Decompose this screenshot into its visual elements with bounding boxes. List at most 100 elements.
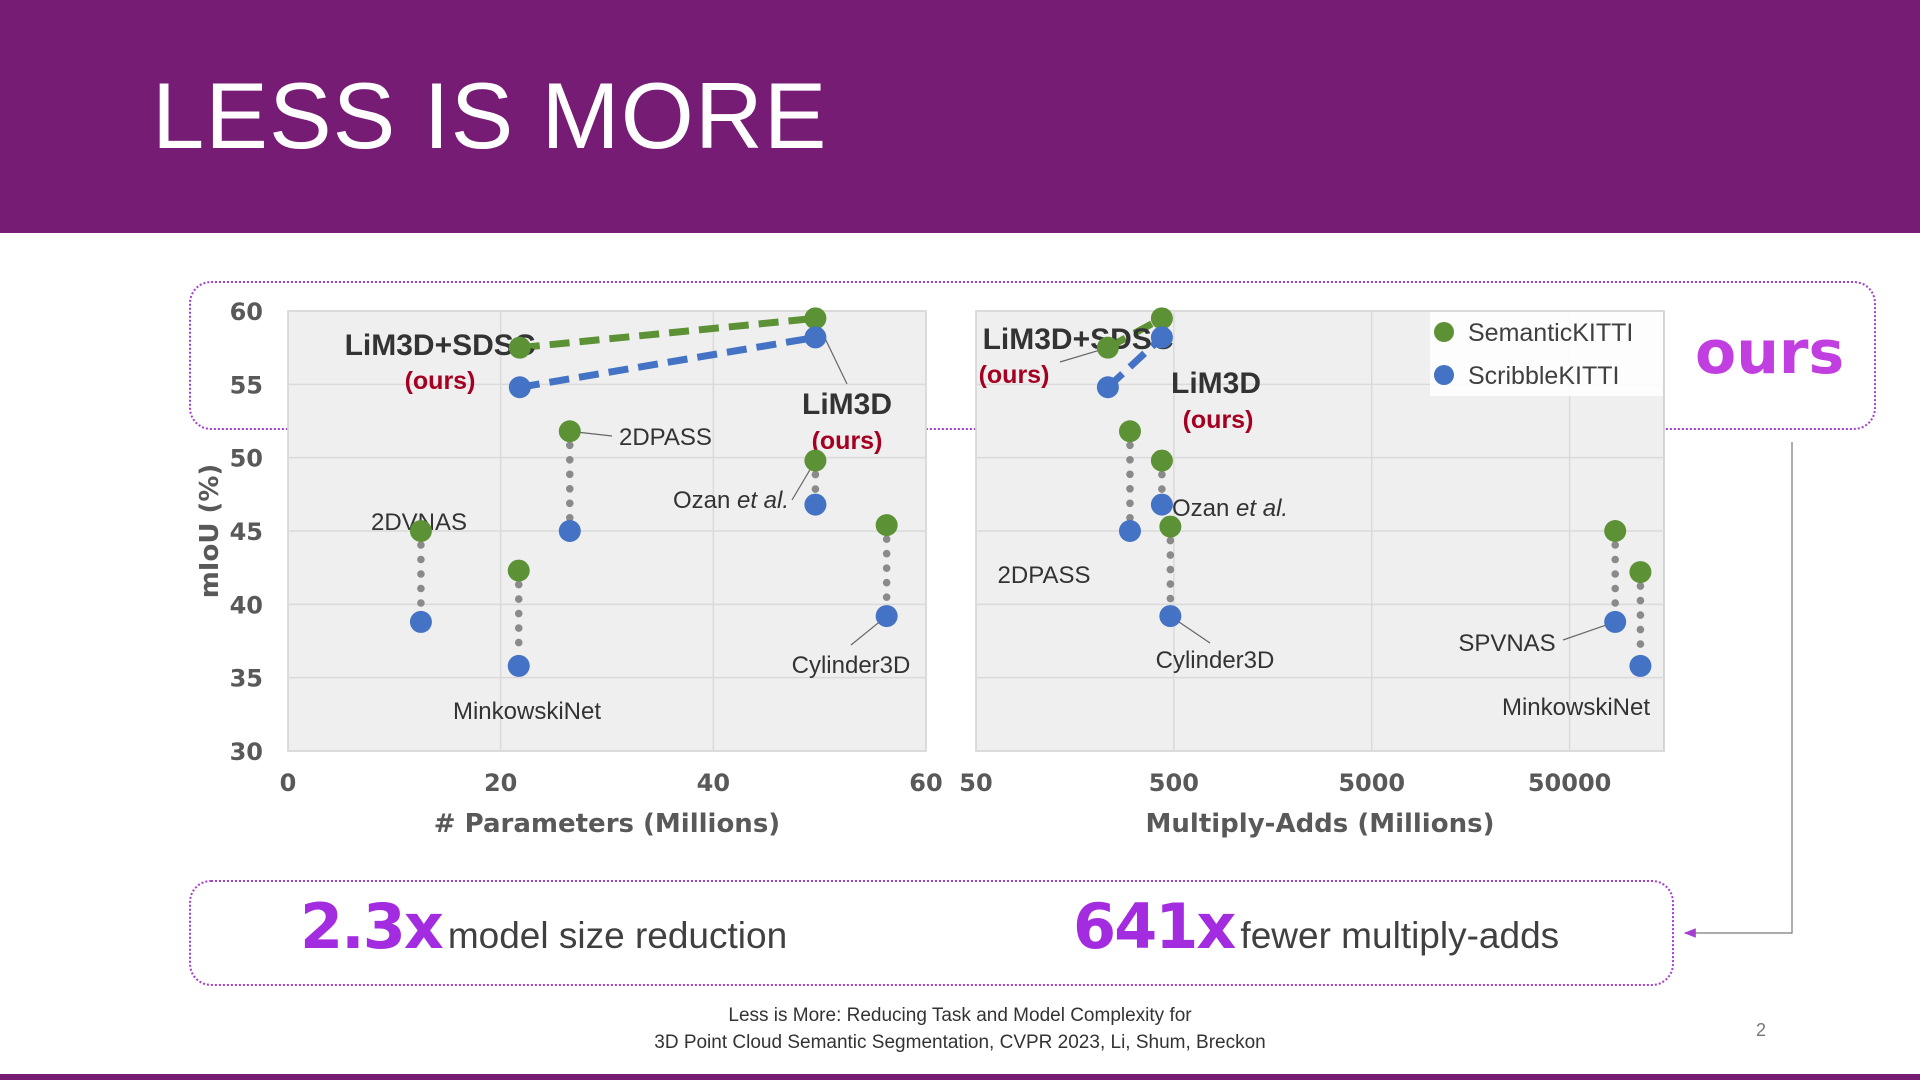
citation-line-2: 3D Point Cloud Semantic Segmentation, CV… bbox=[654, 1032, 1266, 1053]
legend-semantic-label: SemanticKITTI bbox=[1468, 319, 1633, 347]
madds-connector-dot-minkowskinet bbox=[1636, 611, 1645, 619]
params-connector-dot-cylinder3d bbox=[882, 549, 891, 558]
params-ytick-label: 60 bbox=[230, 298, 263, 326]
params-point-semantic-2dvnas bbox=[409, 520, 432, 542]
params-connector-dot-minkowskinet bbox=[514, 595, 523, 603]
madds-xtick-label: 50000 bbox=[1528, 769, 1612, 797]
params-connector-dot-cylinder3d bbox=[882, 593, 891, 601]
params-label-minkowskinet: MinkowskiNet bbox=[453, 698, 601, 725]
params-connector-dot-minkowskinet bbox=[514, 624, 523, 632]
madds-label-2dpass: 2DPASS bbox=[998, 562, 1091, 589]
params-connector-dot-2dpass bbox=[565, 470, 574, 479]
stat-madds-value: 641x bbox=[1073, 890, 1236, 963]
legend-box bbox=[1430, 312, 1663, 396]
params-point-scribble-lim3d bbox=[804, 326, 827, 349]
params-ytick-label: 50 bbox=[230, 445, 263, 473]
madds-point-semantic-minkowskinet bbox=[1629, 561, 1652, 584]
params-ytick-label: 55 bbox=[230, 371, 263, 399]
madds-connector-dot-minkowskinet bbox=[1636, 640, 1645, 648]
madds-connector-dot-2dpass bbox=[1126, 455, 1134, 464]
madds-point-semantic-lim3d-sdsc bbox=[1096, 336, 1119, 359]
madds-point-scribble-cylinder3d bbox=[1159, 605, 1182, 628]
params-connector-dot-ozan-et-al bbox=[811, 485, 820, 493]
madds-label-cylinder3d: Cylinder3D bbox=[1156, 647, 1275, 674]
slide-title: LESS IS MORE bbox=[152, 63, 828, 168]
madds-connector-dot-ozan-et-al bbox=[1158, 470, 1166, 479]
params-label-lim3d-sdsc: LiM3D+SDSC bbox=[345, 329, 536, 362]
params-point-semantic-cylinder3d bbox=[875, 514, 898, 537]
legend-scribble-marker bbox=[1434, 365, 1454, 385]
page-number: 2 bbox=[1756, 1020, 1767, 1040]
madds-connector-dot-minkowskinet bbox=[1636, 625, 1645, 634]
params-ytick-label: 40 bbox=[230, 591, 263, 619]
params-x-axis-title: # Parameters (Millions) bbox=[434, 809, 780, 839]
params-ytick-label: 45 bbox=[230, 518, 263, 546]
params-point-semantic-2dpass bbox=[558, 420, 581, 443]
madds-point-semantic-2dpass bbox=[1118, 420, 1141, 443]
bottom-bar bbox=[0, 1074, 1920, 1080]
params-connector-dot-cylinder3d bbox=[882, 578, 891, 587]
params-point-scribble-cylinder3d bbox=[875, 605, 898, 628]
params-point-scribble-2dpass bbox=[558, 520, 581, 542]
stat-multiply-adds: 641x fewer multiply-adds bbox=[1073, 890, 1559, 963]
madds-connector-dot-spvnas bbox=[1611, 541, 1619, 549]
params-ytick-label: 35 bbox=[230, 665, 263, 693]
params-point-scribble-2dvnas bbox=[409, 610, 432, 633]
params-ours-tag-lim3d-sdsc: (ours) bbox=[405, 367, 476, 395]
params-connector-dot-2dpass bbox=[565, 455, 574, 464]
madds-point-scribble-lim3d bbox=[1150, 326, 1173, 349]
citation-line-1: Less is More: Reducing Task and Model Co… bbox=[728, 1005, 1192, 1026]
madds-ours-tag-lim3d-sdsc: (ours) bbox=[979, 361, 1050, 389]
madds-connector-dot-spvnas bbox=[1611, 599, 1619, 607]
params-connector-dot-2dvnas bbox=[417, 541, 425, 549]
params-point-scribble-minkowskinet bbox=[507, 654, 530, 677]
params-ours-tag-lim3d: (ours) bbox=[812, 427, 883, 455]
params-connector-dot-minkowskinet bbox=[514, 638, 523, 647]
params-ytick-label: 30 bbox=[230, 738, 263, 766]
params-connector-dot-2dpass bbox=[565, 513, 574, 522]
madds-label-minkowskinet: MinkowskiNet bbox=[1502, 694, 1650, 721]
madds-connector-dot-2dpass bbox=[1126, 499, 1134, 508]
params-point-semantic-lim3d bbox=[804, 307, 827, 330]
params-point-semantic-ozan-et-al bbox=[804, 449, 827, 472]
madds-point-scribble-spvnas bbox=[1604, 610, 1627, 633]
params-connector-dot-cylinder3d bbox=[882, 564, 891, 572]
params-connector-dot-cylinder3d bbox=[882, 535, 891, 543]
madds-point-scribble-ozan-et-al bbox=[1150, 493, 1173, 516]
madds-label-spvnas: SPVNAS bbox=[1458, 630, 1555, 657]
params-label-lim3d: LiM3D bbox=[802, 388, 892, 421]
params-point-semantic-minkowskinet bbox=[507, 559, 530, 582]
madds-connector-dot-2dpass bbox=[1126, 470, 1134, 479]
madds-connector-dot-cylinder3d bbox=[1166, 565, 1175, 574]
params-connector-dot-ozan-et-al bbox=[811, 470, 820, 479]
params-connector-dot-2dvnas bbox=[417, 584, 425, 593]
madds-ours-tag-lim3d: (ours) bbox=[1183, 406, 1254, 434]
legend-scribble-label: ScribbleKITTI bbox=[1468, 362, 1619, 390]
madds-point-scribble-2dpass bbox=[1118, 520, 1141, 542]
madds-connector-dot-spvnas bbox=[1611, 584, 1619, 593]
madds-point-semantic-ozan-et-al bbox=[1150, 449, 1173, 472]
madds-connector-dot-2dpass bbox=[1126, 484, 1134, 493]
stat-size-value: 2.3x bbox=[300, 890, 444, 963]
params-connector-dot-2dpass bbox=[565, 499, 574, 508]
params-point-scribble-ozan-et-al bbox=[804, 493, 827, 516]
madds-label-lim3d: LiM3D bbox=[1171, 367, 1261, 400]
params-connector-dot-2dvnas bbox=[417, 555, 425, 564]
params-label-2dpass: 2DPASS bbox=[619, 424, 712, 451]
madds-xtick-label: 5000 bbox=[1338, 769, 1405, 797]
madds-connector-dot-cylinder3d bbox=[1166, 551, 1175, 559]
stat-size-text: model size reduction bbox=[447, 915, 788, 956]
params-point-semantic-lim3d-sdsc bbox=[508, 336, 531, 359]
madds-connector-dot-2dpass bbox=[1126, 441, 1134, 450]
madds-connector-dot-spvnas bbox=[1611, 555, 1619, 564]
params-connector-dot-2dpass bbox=[565, 484, 574, 493]
params-point-scribble-lim3d-sdsc bbox=[508, 376, 531, 399]
madds-ours-scribble-line bbox=[1105, 334, 1165, 390]
madds-label-ozan-et-al: Ozan et al. bbox=[1172, 495, 1288, 522]
ours-label: ours bbox=[1695, 318, 1845, 388]
madds-connector-dot-cylinder3d bbox=[1166, 536, 1175, 545]
madds-point-scribble-minkowskinet bbox=[1629, 654, 1652, 677]
madds-connector-dot-minkowskinet bbox=[1636, 596, 1645, 605]
madds-point-semantic-spvnas bbox=[1604, 520, 1627, 542]
params-connector-dot-minkowskinet bbox=[514, 580, 523, 589]
